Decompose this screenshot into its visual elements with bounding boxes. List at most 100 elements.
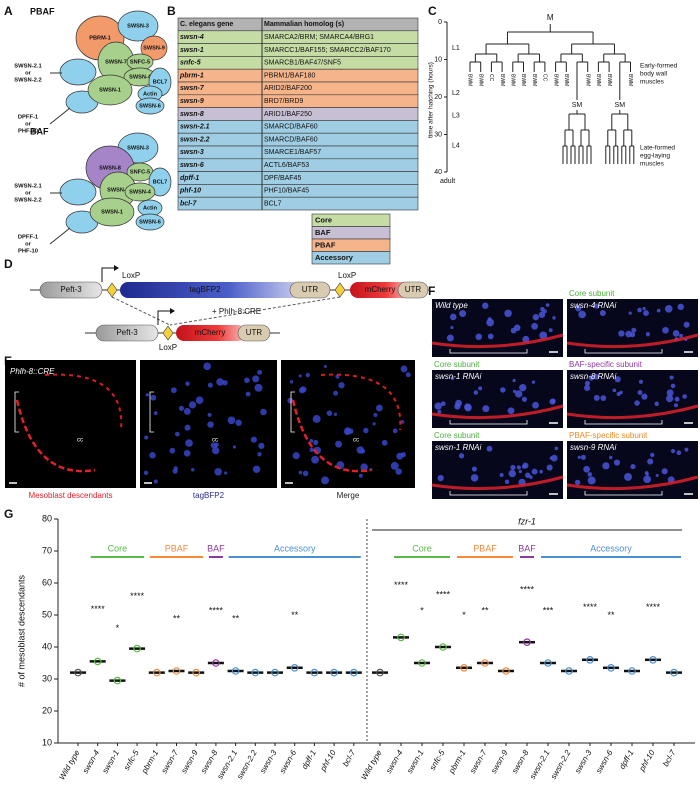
note: egg-laying [640,153,670,160]
nucleus [669,375,674,380]
nucleus [551,398,556,404]
nucleus [609,455,613,460]
leaf-label: BWM [584,74,590,86]
reporter [120,282,300,298]
nucleus [545,303,550,307]
nucleus [475,333,483,341]
significance: * [116,623,120,633]
table-header-text: C. elegans gene [180,21,233,28]
table-cell: dpff-1 [180,175,199,182]
mean-dot [349,668,358,677]
nucleus [500,387,506,393]
stage-label: L3 [452,113,460,120]
mean-dot [113,676,122,685]
nucleus [405,372,411,378]
nucleus [575,305,582,312]
leaf-label: BWM [531,74,537,86]
nucleus [185,439,193,447]
nucleus [593,394,600,401]
reporter-label: tagBFP2 [189,285,221,294]
x-tick-label: swsn-4 [384,748,405,775]
stage-label: adult [440,178,455,185]
side-label: or [25,242,32,248]
group-label: Accessory [274,543,316,553]
mean-dot [251,668,260,677]
complex-title: PBAF [30,6,55,16]
table-cell: swsn-1 [180,47,204,54]
legend-label: BAF [315,228,331,237]
y-axis-title: # of mesoblast descendants [16,574,26,687]
nucleus [531,322,538,330]
nucleus [188,401,197,409]
table-cell: SMARCB1/BAF47/SNF5 [264,60,341,67]
x-tick-label: Wild type [359,748,383,781]
table-cell: swsn-9 [180,98,204,105]
leaf-label: BWM [509,74,515,86]
bracket [449,349,528,354]
nucleus [298,374,302,378]
table-cell: ACTL6/BAF53 [264,162,309,169]
nucleus [546,464,553,471]
nucleus [683,321,690,328]
nucleus [487,333,494,340]
nucleus [257,369,263,375]
table-cell: PHF10/BAF45 [264,188,309,195]
nucleus [344,428,351,436]
nucleus [634,400,640,406]
nucleus [531,380,536,384]
nucleus [550,454,558,462]
table-cell: pbrm-1 [179,72,204,79]
nucleus [175,431,180,437]
x-tick-label: pbrm-1 [447,749,468,776]
mean-dot [481,659,489,667]
nucleus [602,462,610,470]
mean-dot [153,668,161,677]
cell-label: swsn-8 RNAi [570,372,616,381]
x-tick-label: swsn-2.2 [549,748,573,781]
nucleus [173,466,178,471]
nucleus [459,310,467,318]
y-tick-label: 20 [42,705,52,715]
arrow-head [170,308,175,314]
side-label: PHF-10 [18,249,38,255]
nucleus [335,440,342,448]
root-label: M [547,13,554,22]
loxp-label: LoxP [159,343,177,352]
nucleus [478,386,483,391]
utr [237,324,271,342]
nucleus [207,382,213,388]
table-cell: swsn-6 [180,162,204,169]
nucleus [625,330,633,338]
nucleus [287,397,294,404]
worm-signal [431,475,564,491]
nucleus [437,474,444,482]
nucleus [360,463,368,471]
nucleus [519,384,527,392]
nucleus [583,384,591,392]
nucleus [577,455,581,459]
nucleus [323,364,327,368]
cell-header: PBAF-specific subunit [569,431,648,440]
worm-signal [431,404,564,420]
nucleus [682,394,687,399]
tss-arrow [157,310,170,325]
nucleus [578,310,587,319]
table-cell: BCL7 [264,200,282,207]
nucleus [600,395,607,401]
group-label: Accessory [590,543,632,553]
tick-label: 0 [438,19,442,26]
panel-label: C [428,4,437,18]
promoter-label: Peft-3 [116,328,138,337]
worm-signal [291,399,372,473]
arrow-head [114,265,119,271]
reporter-label: mCherry [365,285,396,294]
nucleus [309,439,314,443]
nucleus [309,447,314,453]
nucleus [214,442,219,447]
y-tick-label: 50 [42,609,52,619]
nucleus [145,393,150,397]
subunit [140,35,168,61]
worm-signal [566,333,699,349]
nucleus [289,380,294,384]
panel-label: B [167,4,176,18]
